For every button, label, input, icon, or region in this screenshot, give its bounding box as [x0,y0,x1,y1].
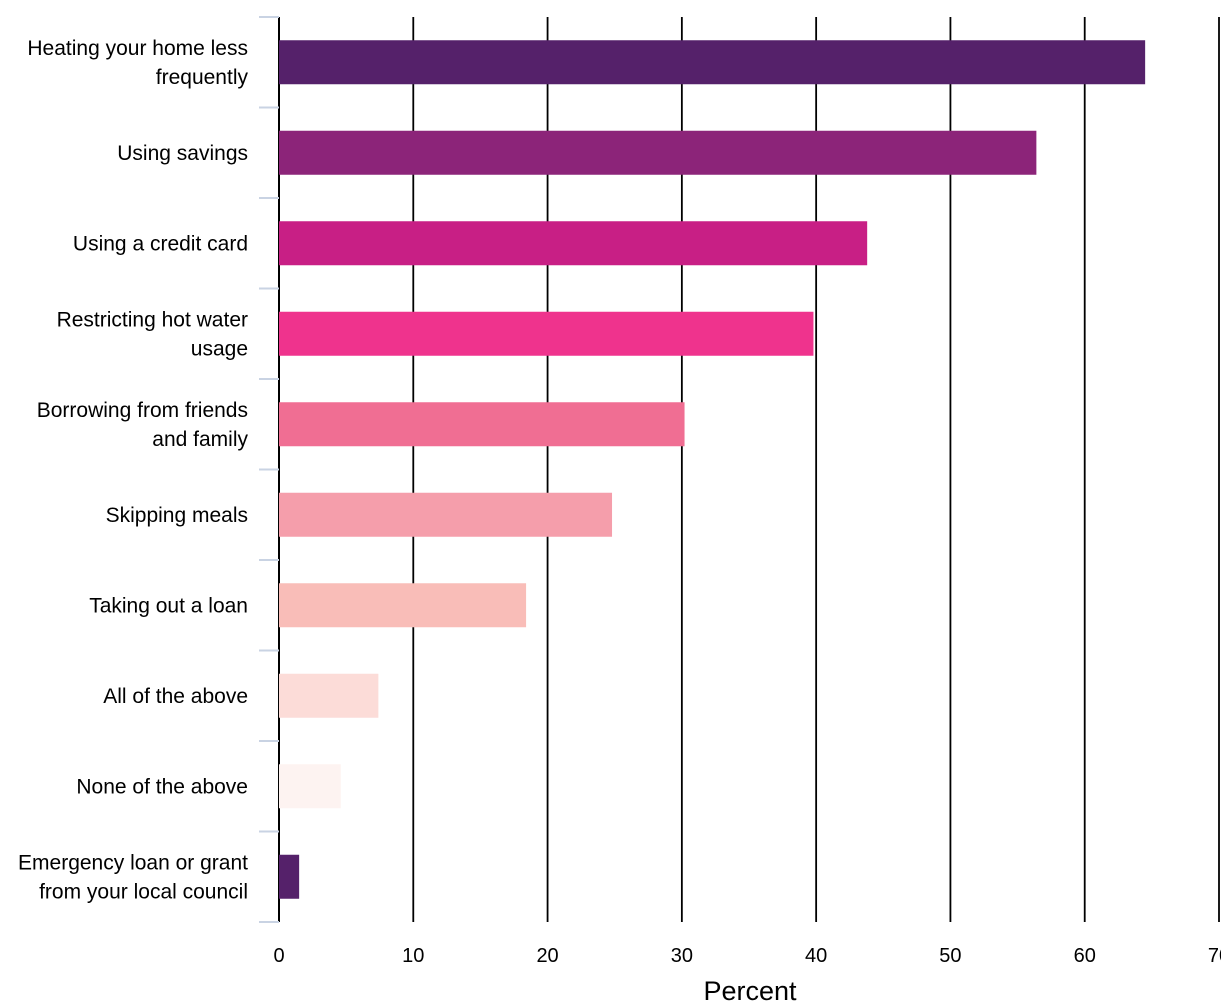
x-axis-title: Percent [703,976,797,1005]
category-label: Borrowing from friends and family [37,399,249,451]
category-label: Restricting hot water usage [57,308,248,360]
x-tick-label-40: 40 [805,945,827,967]
x-tick-label-10: 10 [402,945,424,967]
y-axis-tick-marks [259,16,279,923]
category-label: Emergency loan or grant from your local c… [18,851,248,903]
bar [279,311,814,356]
bar [279,221,868,266]
bar [279,130,1037,175]
x-tick-label-60: 60 [1074,945,1096,967]
category-label: Heating your home less frequently [27,37,248,89]
x-tick-label-0: 0 [273,945,284,967]
bar [279,40,1146,85]
category-labels: Heating your home less frequently Using sa… [18,37,248,904]
bar [279,764,341,809]
x-tick-label-70: 70 [1208,945,1221,967]
x-tick-label-20: 20 [536,945,558,967]
bar [279,402,685,447]
x-tick-label-30: 30 [671,945,693,967]
category-label: All of the above [103,685,248,708]
bar [279,673,379,718]
bar [279,492,613,537]
x-tick-label-50: 50 [939,945,961,967]
category-label: Skipping meals [106,504,248,527]
bar [279,583,527,628]
category-label: Taking out a loan [89,594,248,617]
bars [279,40,1146,899]
category-label: None of the above [76,775,248,798]
category-label: Using savings [117,142,248,165]
bar [279,854,300,899]
category-label: Using a credit card [73,232,248,255]
x-tick-labels: 0 10 20 30 40 50 60 70 [273,945,1221,967]
